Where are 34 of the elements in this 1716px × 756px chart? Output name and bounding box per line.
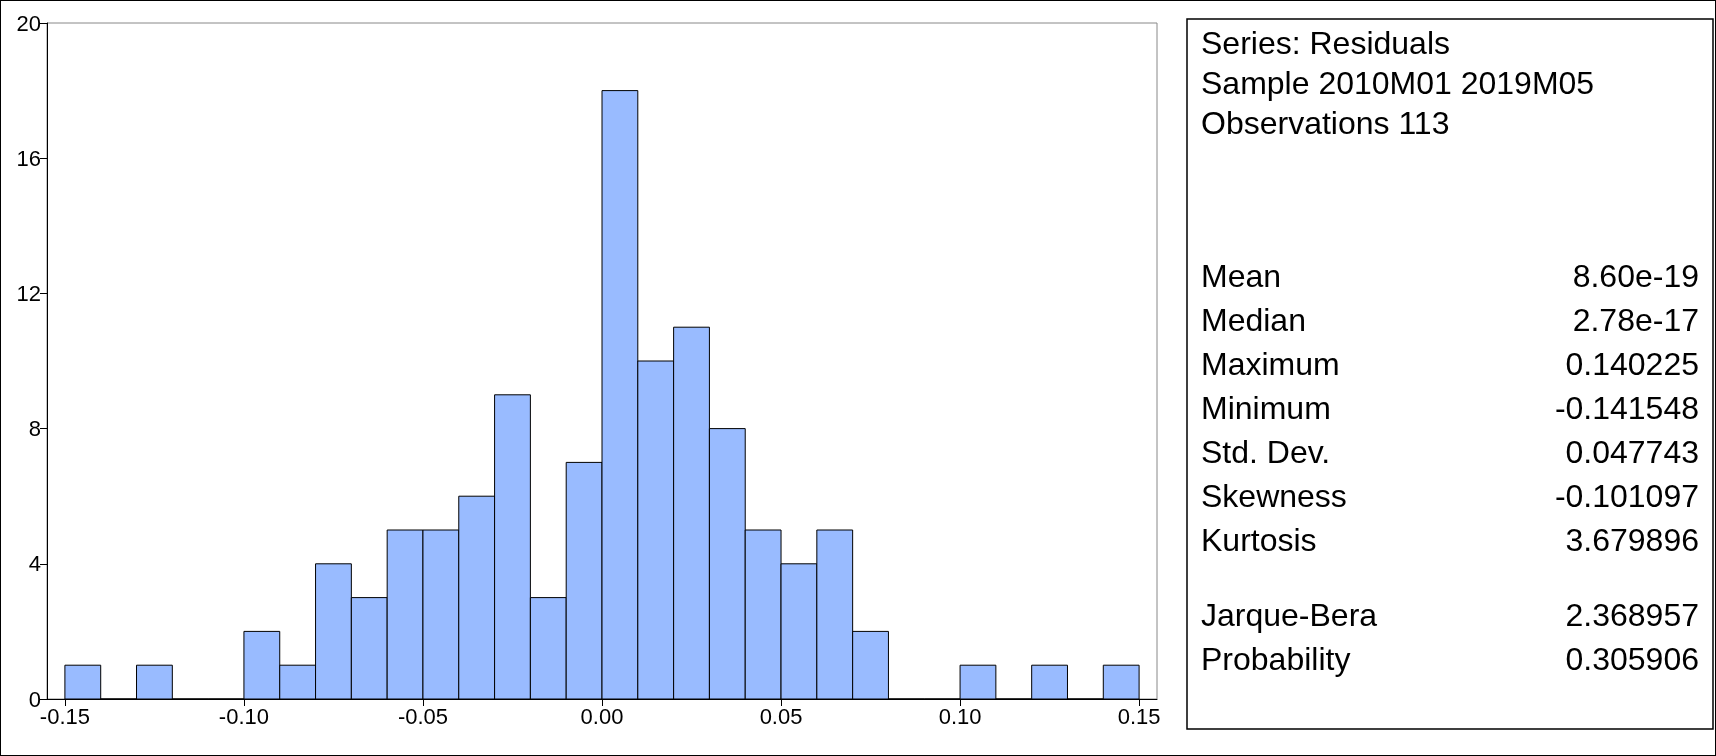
text: Median <box>1201 302 1306 338</box>
text: -0.101097 <box>1554 478 1699 514</box>
text: 0.047743 <box>1565 434 1699 470</box>
x-tick-label: 0.15 <box>1117 703 1161 729</box>
text: Jarque-Bera <box>1201 597 1378 633</box>
x-tick-label: -0.10 <box>218 703 270 729</box>
text: Observations 113 <box>1201 105 1450 141</box>
y-tick-label: 0 <box>28 686 41 712</box>
text: Std. Dev. <box>1201 434 1331 470</box>
x-tick-label: 0.10 <box>938 703 982 729</box>
x-tick-label: -0.15 <box>39 703 90 729</box>
text: Sample 2010M01 2019M05 <box>1201 65 1595 101</box>
text: 3.679896 <box>1565 522 1699 558</box>
text: Mean <box>1201 258 1282 294</box>
y-tick-label: 20 <box>16 10 41 36</box>
text: 2.78e-17 <box>1572 302 1699 338</box>
x-tick-label: 0.05 <box>759 703 803 729</box>
y-tick-label: 16 <box>16 145 41 171</box>
x-tick-label: -0.05 <box>397 703 449 729</box>
text: Minimum <box>1201 390 1331 426</box>
x-tick-label: 0.00 <box>580 703 624 729</box>
y-tick-label: 4 <box>28 551 41 577</box>
text: Maximum <box>1201 346 1340 382</box>
text: Kurtosis <box>1201 522 1317 558</box>
y-tick-label: 12 <box>16 280 41 306</box>
text: -0.141548 <box>1554 390 1699 426</box>
text: 0.140225 <box>1565 346 1699 382</box>
y-tick-label: 8 <box>28 416 41 442</box>
text: 8.60e-19 <box>1572 258 1699 294</box>
text: Skewness <box>1201 478 1347 514</box>
text: Probability <box>1201 641 1351 677</box>
text: Series: Residuals <box>1201 25 1450 61</box>
text: 0.305906 <box>1565 641 1699 677</box>
text: 2.368957 <box>1565 597 1699 633</box>
